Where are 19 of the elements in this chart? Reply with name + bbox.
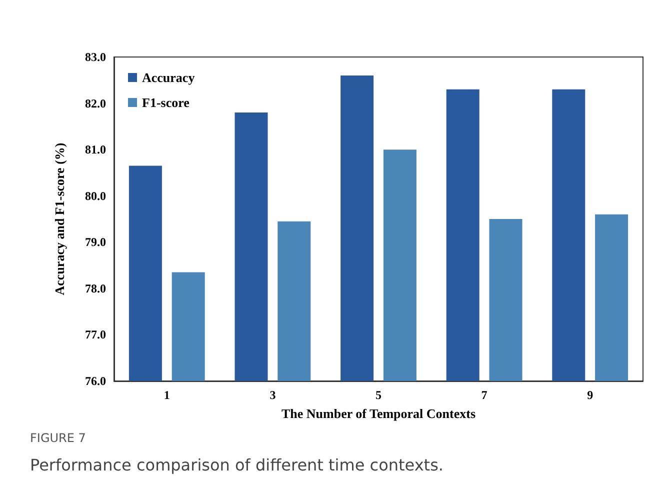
x-tick-label: 3 [270,388,276,402]
y-tick-label: 83.0 [85,50,106,64]
x-tick-label: 9 [587,388,594,402]
legend-label: F1-score [142,95,190,110]
y-tick-label: 78.0 [85,281,106,296]
x-axis-title: The Number of Temporal Contexts [281,406,476,421]
y-axis-title: Accuracy and F1-score (%) [52,142,67,296]
y-tick-label: 76.0 [85,374,106,388]
y-tick-label: 82.0 [85,96,106,110]
y-tick-label: 80.0 [85,188,106,203]
y-tick-label: 81.0 [85,142,106,157]
y-tick-label: 79.0 [85,235,106,250]
legend-label: Accuracy [142,70,196,85]
caption: FIGURE 7 [30,431,86,445]
x-tick-label: 5 [376,388,382,402]
text: Performance comparison of different time contexts. [30,456,444,474]
y-tick-label: 77.0 [85,328,106,342]
x-tick-label: 1 [164,388,170,402]
x-tick-label: 7 [481,388,488,402]
